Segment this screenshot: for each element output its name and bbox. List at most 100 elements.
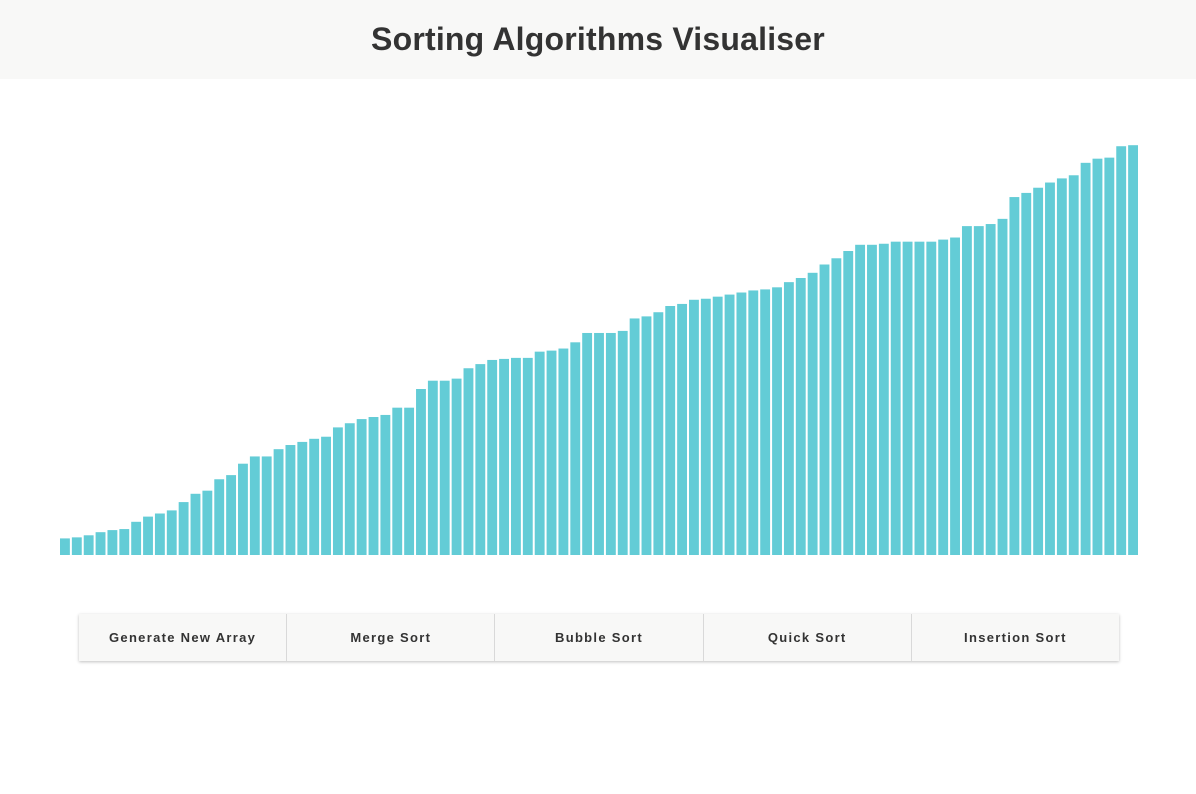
array-bar: [617, 330, 628, 555]
array-bar: [154, 513, 165, 555]
array-bar: [392, 407, 403, 555]
array-bar: [499, 358, 509, 555]
array-bar: [807, 272, 818, 555]
array-bar: [332, 427, 343, 555]
header: Sorting Algorithms Visualiser: [0, 0, 1196, 79]
array-bar: [878, 243, 889, 555]
array-bar: [867, 244, 877, 555]
array-bar: [522, 357, 533, 555]
array-bar: [558, 348, 569, 555]
array-bar: [783, 282, 794, 555]
array-bar: [938, 239, 949, 555]
array-bar: [1068, 175, 1079, 555]
array-bar: [143, 516, 153, 555]
array-bar: [344, 423, 355, 555]
array-bar: [712, 296, 723, 555]
array-bar: [249, 456, 260, 555]
array-bar: [309, 438, 320, 555]
array-bar: [285, 445, 296, 555]
array-bar: [1128, 145, 1138, 555]
array-bar: [95, 532, 106, 555]
array-bar: [534, 351, 545, 555]
merge-sort-button[interactable]: Merge Sort: [287, 614, 496, 661]
array-bar: [60, 538, 70, 555]
array-bar: [629, 318, 640, 555]
array-bar: [819, 264, 830, 555]
array-bar: [238, 463, 248, 555]
array-bar: [214, 479, 225, 555]
array-bar: [297, 441, 308, 555]
array-bar: [1092, 158, 1103, 555]
array-bar: [961, 226, 972, 555]
array-bar: [273, 449, 284, 555]
array-bar: [1009, 197, 1020, 555]
array-bar: [1116, 146, 1127, 555]
array-bar: [380, 414, 391, 555]
array-bars-area: [60, 140, 1140, 555]
array-bar: [1045, 182, 1055, 555]
array-bar: [463, 368, 474, 555]
array-bar: [748, 290, 759, 555]
array-bar: [700, 298, 711, 555]
insertion-sort-button[interactable]: Insertion Sort: [911, 614, 1120, 661]
array-bar: [594, 332, 604, 555]
array-bar: [166, 510, 177, 555]
array-bar: [665, 306, 676, 555]
array-bar: [724, 294, 735, 555]
array-bar: [985, 224, 996, 555]
array-bar: [973, 226, 984, 555]
array-bar: [570, 342, 581, 555]
array-bar: [261, 456, 272, 555]
array-bar: [677, 303, 688, 555]
array-bar: [582, 332, 593, 555]
array-bar: [83, 535, 94, 555]
array-bar: [1104, 157, 1115, 555]
array-bar: [71, 537, 82, 555]
array-bar: [190, 493, 201, 555]
array-bar: [226, 475, 237, 555]
array-bar: [404, 407, 415, 555]
generate-new-array-button[interactable]: Generate New Array: [79, 614, 288, 661]
array-bar: [321, 436, 331, 555]
array-bar: [795, 277, 806, 555]
bubble-sort-button[interactable]: Bubble Sort: [495, 614, 704, 661]
array-bar: [772, 287, 782, 555]
array-bar: [689, 299, 699, 555]
array-bar: [1021, 192, 1032, 555]
array-bar: [997, 218, 1008, 555]
array-bar: [926, 241, 937, 555]
array-bar: [1080, 162, 1091, 555]
array-bar: [202, 490, 213, 555]
array-bar: [356, 419, 367, 555]
array-bars-chart: [60, 145, 1138, 555]
array-bar: [950, 237, 960, 555]
array-bar: [605, 332, 616, 555]
array-bar: [1056, 178, 1067, 555]
array-bar: [890, 241, 901, 555]
array-bar: [843, 251, 854, 555]
array-bar: [178, 502, 189, 555]
array-bar: [855, 244, 866, 555]
array-bar: [831, 258, 842, 555]
page-title: Sorting Algorithms Visualiser: [371, 21, 825, 57]
array-bar: [107, 530, 118, 555]
array-bar: [760, 289, 771, 555]
controls-bar: Generate New Array Merge Sort Bubble Sor…: [79, 614, 1120, 661]
array-bar: [902, 241, 913, 555]
array-bar: [653, 312, 664, 555]
array-bar: [914, 241, 925, 555]
array-bar: [736, 292, 747, 555]
array-bar: [641, 316, 652, 555]
array-bar: [487, 359, 498, 555]
array-bar: [131, 521, 142, 555]
array-bar: [451, 378, 462, 555]
array-bar: [427, 380, 438, 555]
array-bar: [368, 417, 379, 555]
array-bar: [119, 529, 130, 555]
array-bar: [416, 389, 426, 555]
quick-sort-button[interactable]: Quick Sort: [703, 614, 912, 661]
array-bar: [510, 357, 521, 555]
array-bar: [1033, 187, 1044, 555]
array-bar: [439, 380, 450, 555]
array-bar: [546, 350, 557, 555]
